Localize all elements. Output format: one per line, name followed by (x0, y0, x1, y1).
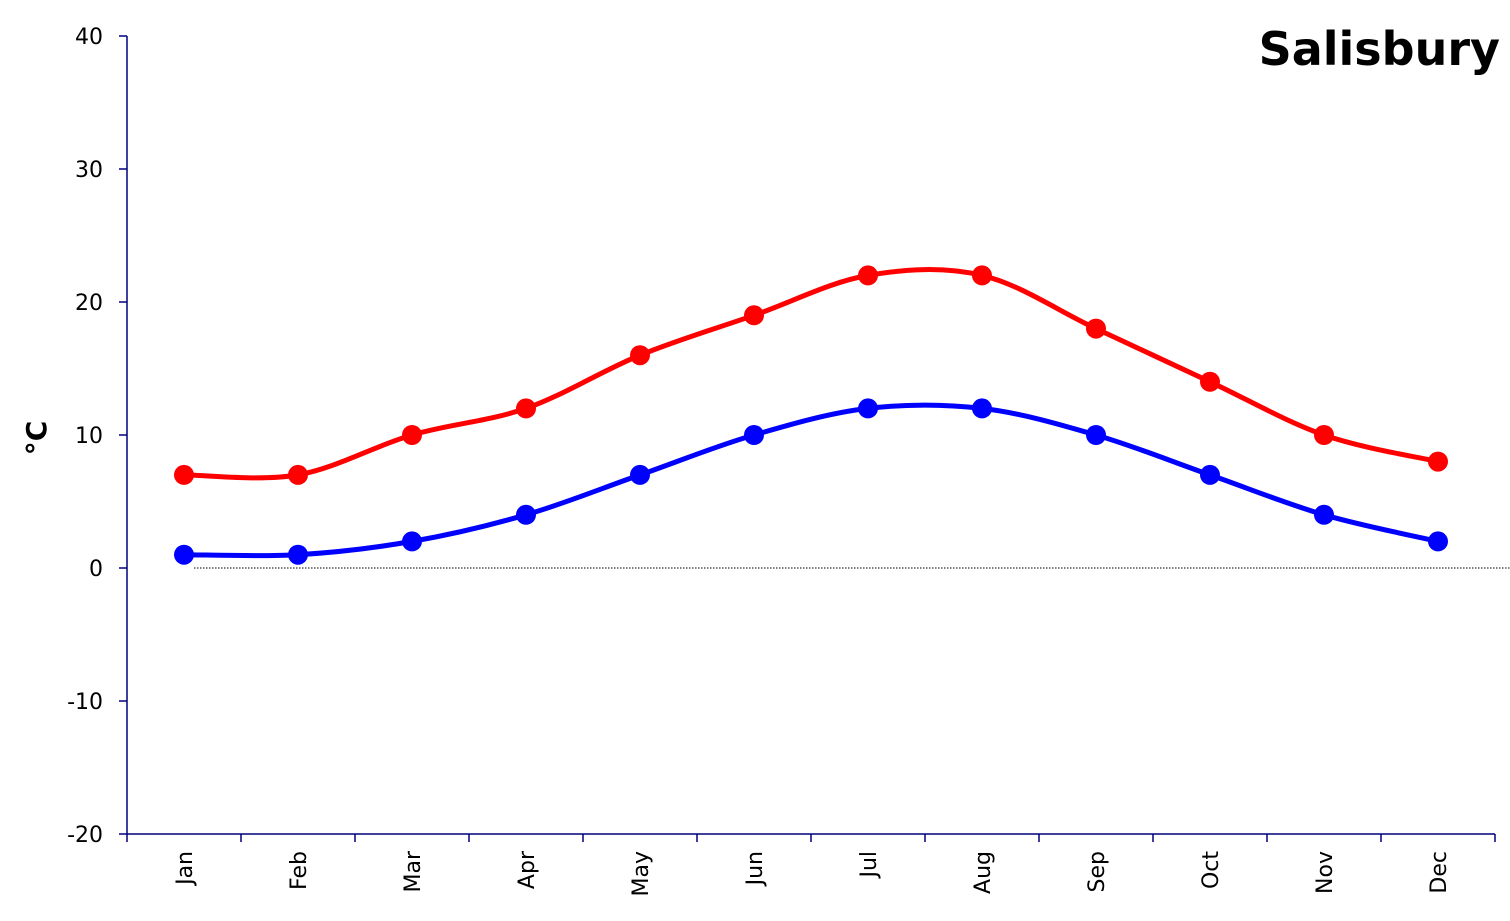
series-line (181, 267, 1441, 481)
data-point (630, 345, 650, 366)
data-point (1314, 504, 1334, 525)
data-point (516, 398, 536, 419)
axes: 40 30 20 10 0 -10 -20 Jan Feb Mar Apr May Jun Jul Aug S… (67, 25, 1510, 896)
y-tick-label: 40 (75, 25, 103, 50)
data-point (402, 531, 422, 552)
x-tick-label: May (629, 851, 654, 896)
y-tick-label: 20 (75, 291, 103, 316)
x-tick-label: Nov (1313, 851, 1338, 894)
data-point (858, 265, 878, 286)
series-0 (174, 265, 1448, 485)
x-tick-label: Dec (1427, 851, 1452, 894)
data-point (288, 464, 308, 485)
x-tick-label: Feb (287, 851, 312, 890)
series-1 (174, 398, 1448, 565)
data-point (174, 464, 194, 485)
chart-title: Salisbury (1259, 22, 1500, 76)
x-tick-label: Aug (971, 851, 996, 894)
x-tick-label: Jun (743, 851, 768, 887)
x-tick-label: Mar (401, 850, 426, 892)
y-axis-label: °C (20, 421, 53, 456)
data-point (288, 544, 308, 565)
data-point (1200, 371, 1220, 392)
x-tick-label: Jul (857, 851, 882, 880)
data-point (1428, 531, 1448, 552)
data-point (1314, 425, 1334, 445)
series-line (181, 402, 1441, 559)
y-tick-label: -20 (67, 823, 103, 848)
y-tick-label: 0 (89, 557, 103, 582)
series-layer (174, 265, 1448, 565)
data-point (744, 425, 764, 445)
data-point (972, 265, 992, 286)
data-point (1428, 451, 1448, 472)
data-point (744, 305, 764, 326)
data-point (1200, 464, 1220, 485)
y-tick-label: -10 (67, 690, 103, 715)
x-tick-label: Apr (515, 850, 540, 889)
x-tick-label: Jan (173, 851, 198, 887)
y-tick-label: 10 (75, 424, 103, 449)
data-point (858, 398, 878, 419)
data-point (1086, 318, 1106, 339)
data-point (630, 464, 650, 485)
x-tick-label: Sep (1085, 851, 1110, 892)
data-point (972, 398, 992, 419)
data-point (402, 425, 422, 445)
data-point (516, 504, 536, 525)
x-tick-label: Oct (1199, 851, 1224, 889)
data-point (1086, 425, 1106, 445)
y-tick-label: 30 (75, 158, 103, 183)
data-point (174, 544, 194, 565)
